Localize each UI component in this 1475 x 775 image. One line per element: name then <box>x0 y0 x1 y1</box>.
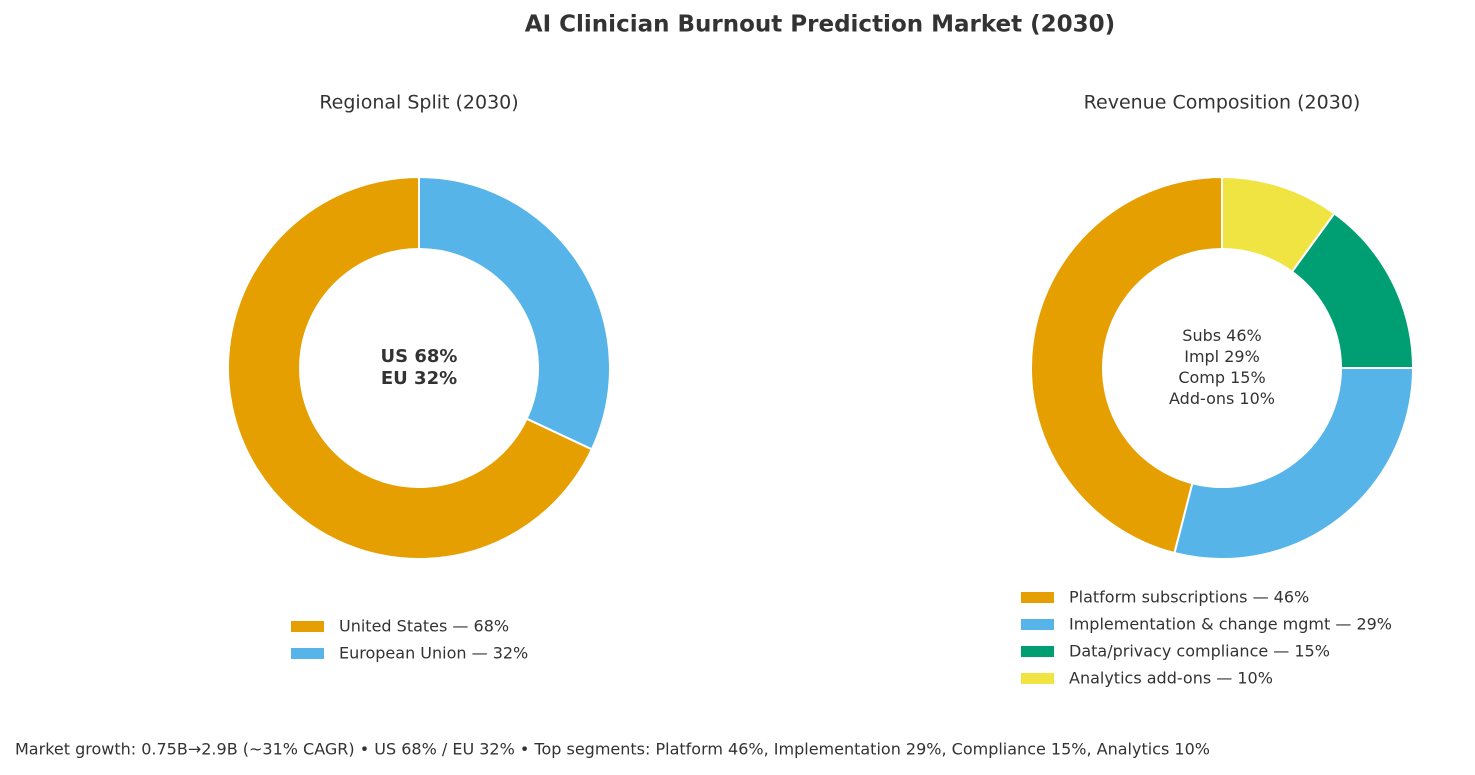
chart-title: Revenue Composition (2030) <box>1084 92 1361 114</box>
legend-swatch <box>1021 646 1054 657</box>
legend-label: Analytics add-ons — 10% <box>1069 669 1273 688</box>
donut-wedge <box>418 175 611 451</box>
chart-title: Regional Split (2030) <box>319 92 518 114</box>
page-title: AI Clinician Burnout Prediction Market (… <box>525 12 1115 38</box>
legend-swatch <box>291 621 324 632</box>
legend-label: European Union — 32% <box>339 644 528 663</box>
donut-wedge <box>227 175 594 560</box>
legend-label: Data/privacy compliance — 15% <box>1069 642 1330 661</box>
legend-label: United States — 68% <box>339 617 509 636</box>
footer: Market growth: 0.75B→2.9B (~31% CAGR) • … <box>15 740 1210 759</box>
center-label: US 68% <box>381 346 458 367</box>
legend-swatch <box>1021 592 1054 603</box>
donut-wedge <box>1173 367 1415 560</box>
donut-wedge <box>1221 175 1336 274</box>
legend-swatch <box>1021 619 1054 630</box>
center-label: Add-ons 10% <box>1169 389 1275 408</box>
center-label: Subs 46% <box>1182 326 1261 345</box>
legend-label: Implementation & change mgmt — 29% <box>1069 615 1392 634</box>
legend-swatch <box>291 648 324 659</box>
legend-label: Platform subscriptions — 46% <box>1069 588 1309 607</box>
donut-wedge <box>1030 175 1223 555</box>
legend-swatch <box>1021 673 1054 684</box>
center-label: EU 32% <box>381 368 457 389</box>
center-label: Impl 29% <box>1184 347 1260 366</box>
center-label: Comp 15% <box>1178 368 1265 387</box>
